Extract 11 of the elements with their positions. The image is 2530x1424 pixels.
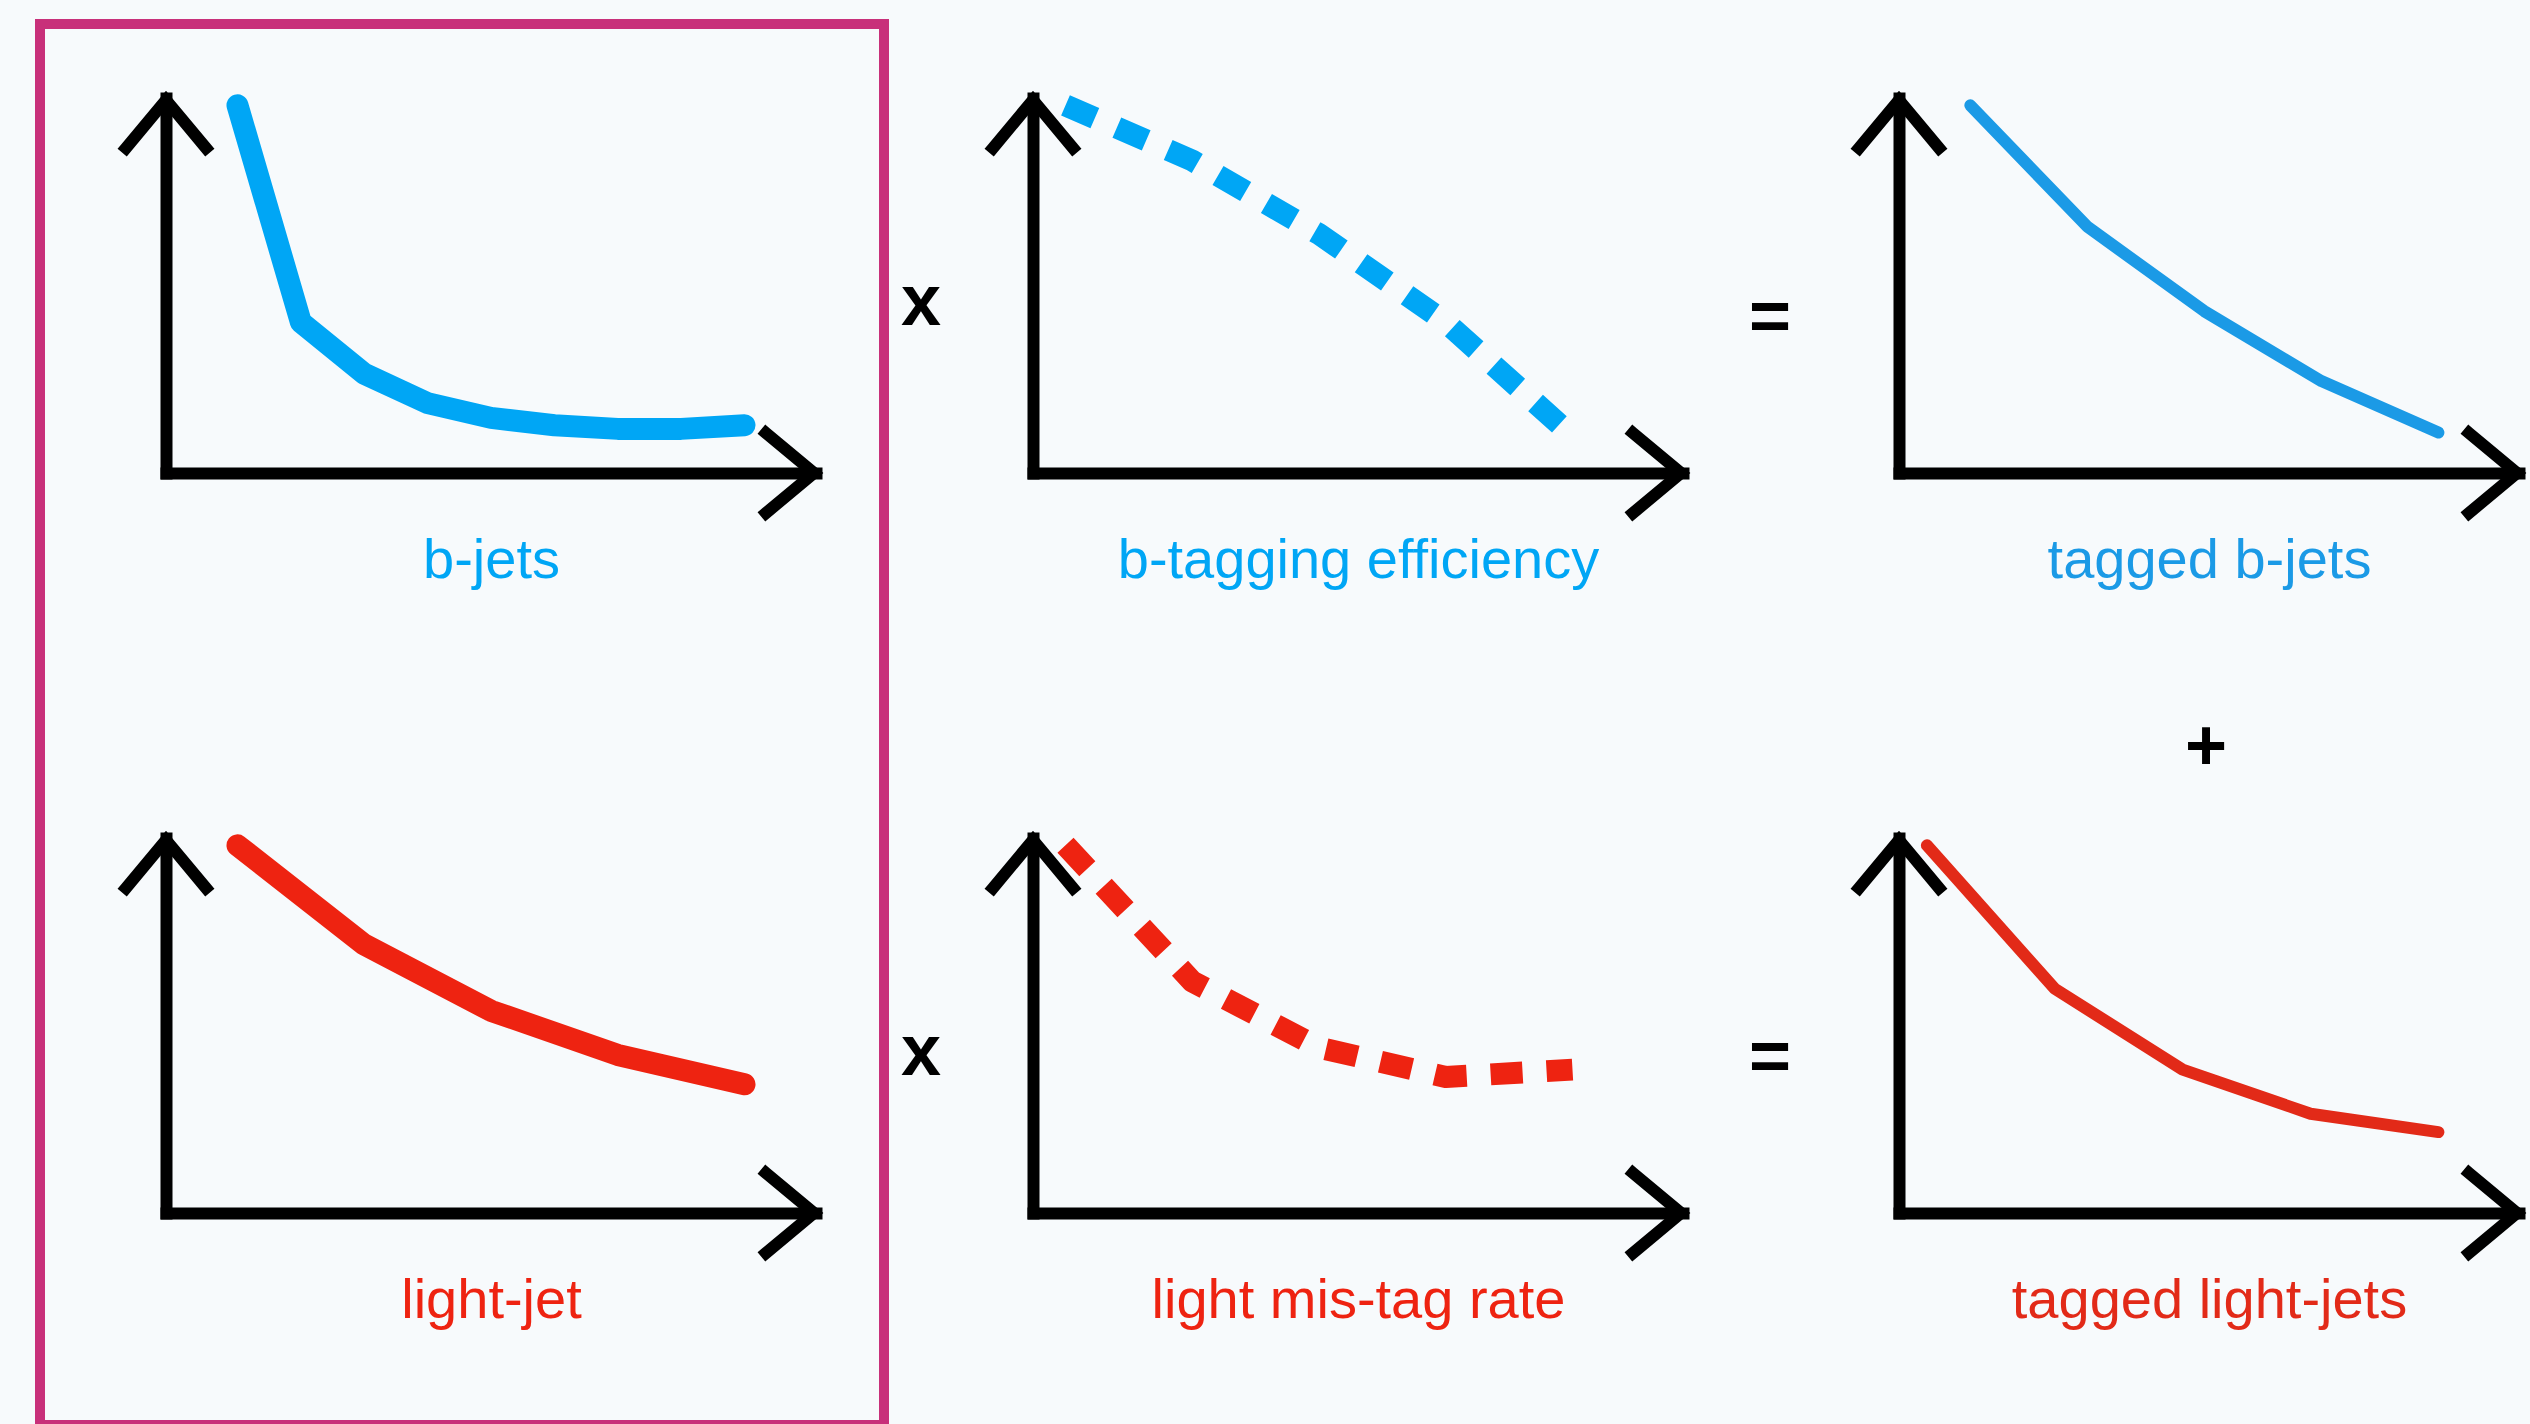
- x-axis-title: tagged b-jets: [2047, 526, 2372, 590]
- x-axis-title: b-jets: [423, 526, 560, 590]
- text: =: [1748, 1015, 1792, 1095]
- x-axis-title: light-jet: [401, 1266, 583, 1330]
- x-axis-title: light mis-tag rate: [1151, 1266, 1566, 1330]
- x-axis-title: b-tagging efficiency: [1117, 526, 1600, 590]
- text: x: [900, 260, 942, 340]
- text: =: [1748, 275, 1792, 355]
- text: +: [2184, 705, 2228, 785]
- text: x: [900, 1010, 942, 1090]
- x-axis-title: tagged light-jets: [2011, 1266, 2408, 1330]
